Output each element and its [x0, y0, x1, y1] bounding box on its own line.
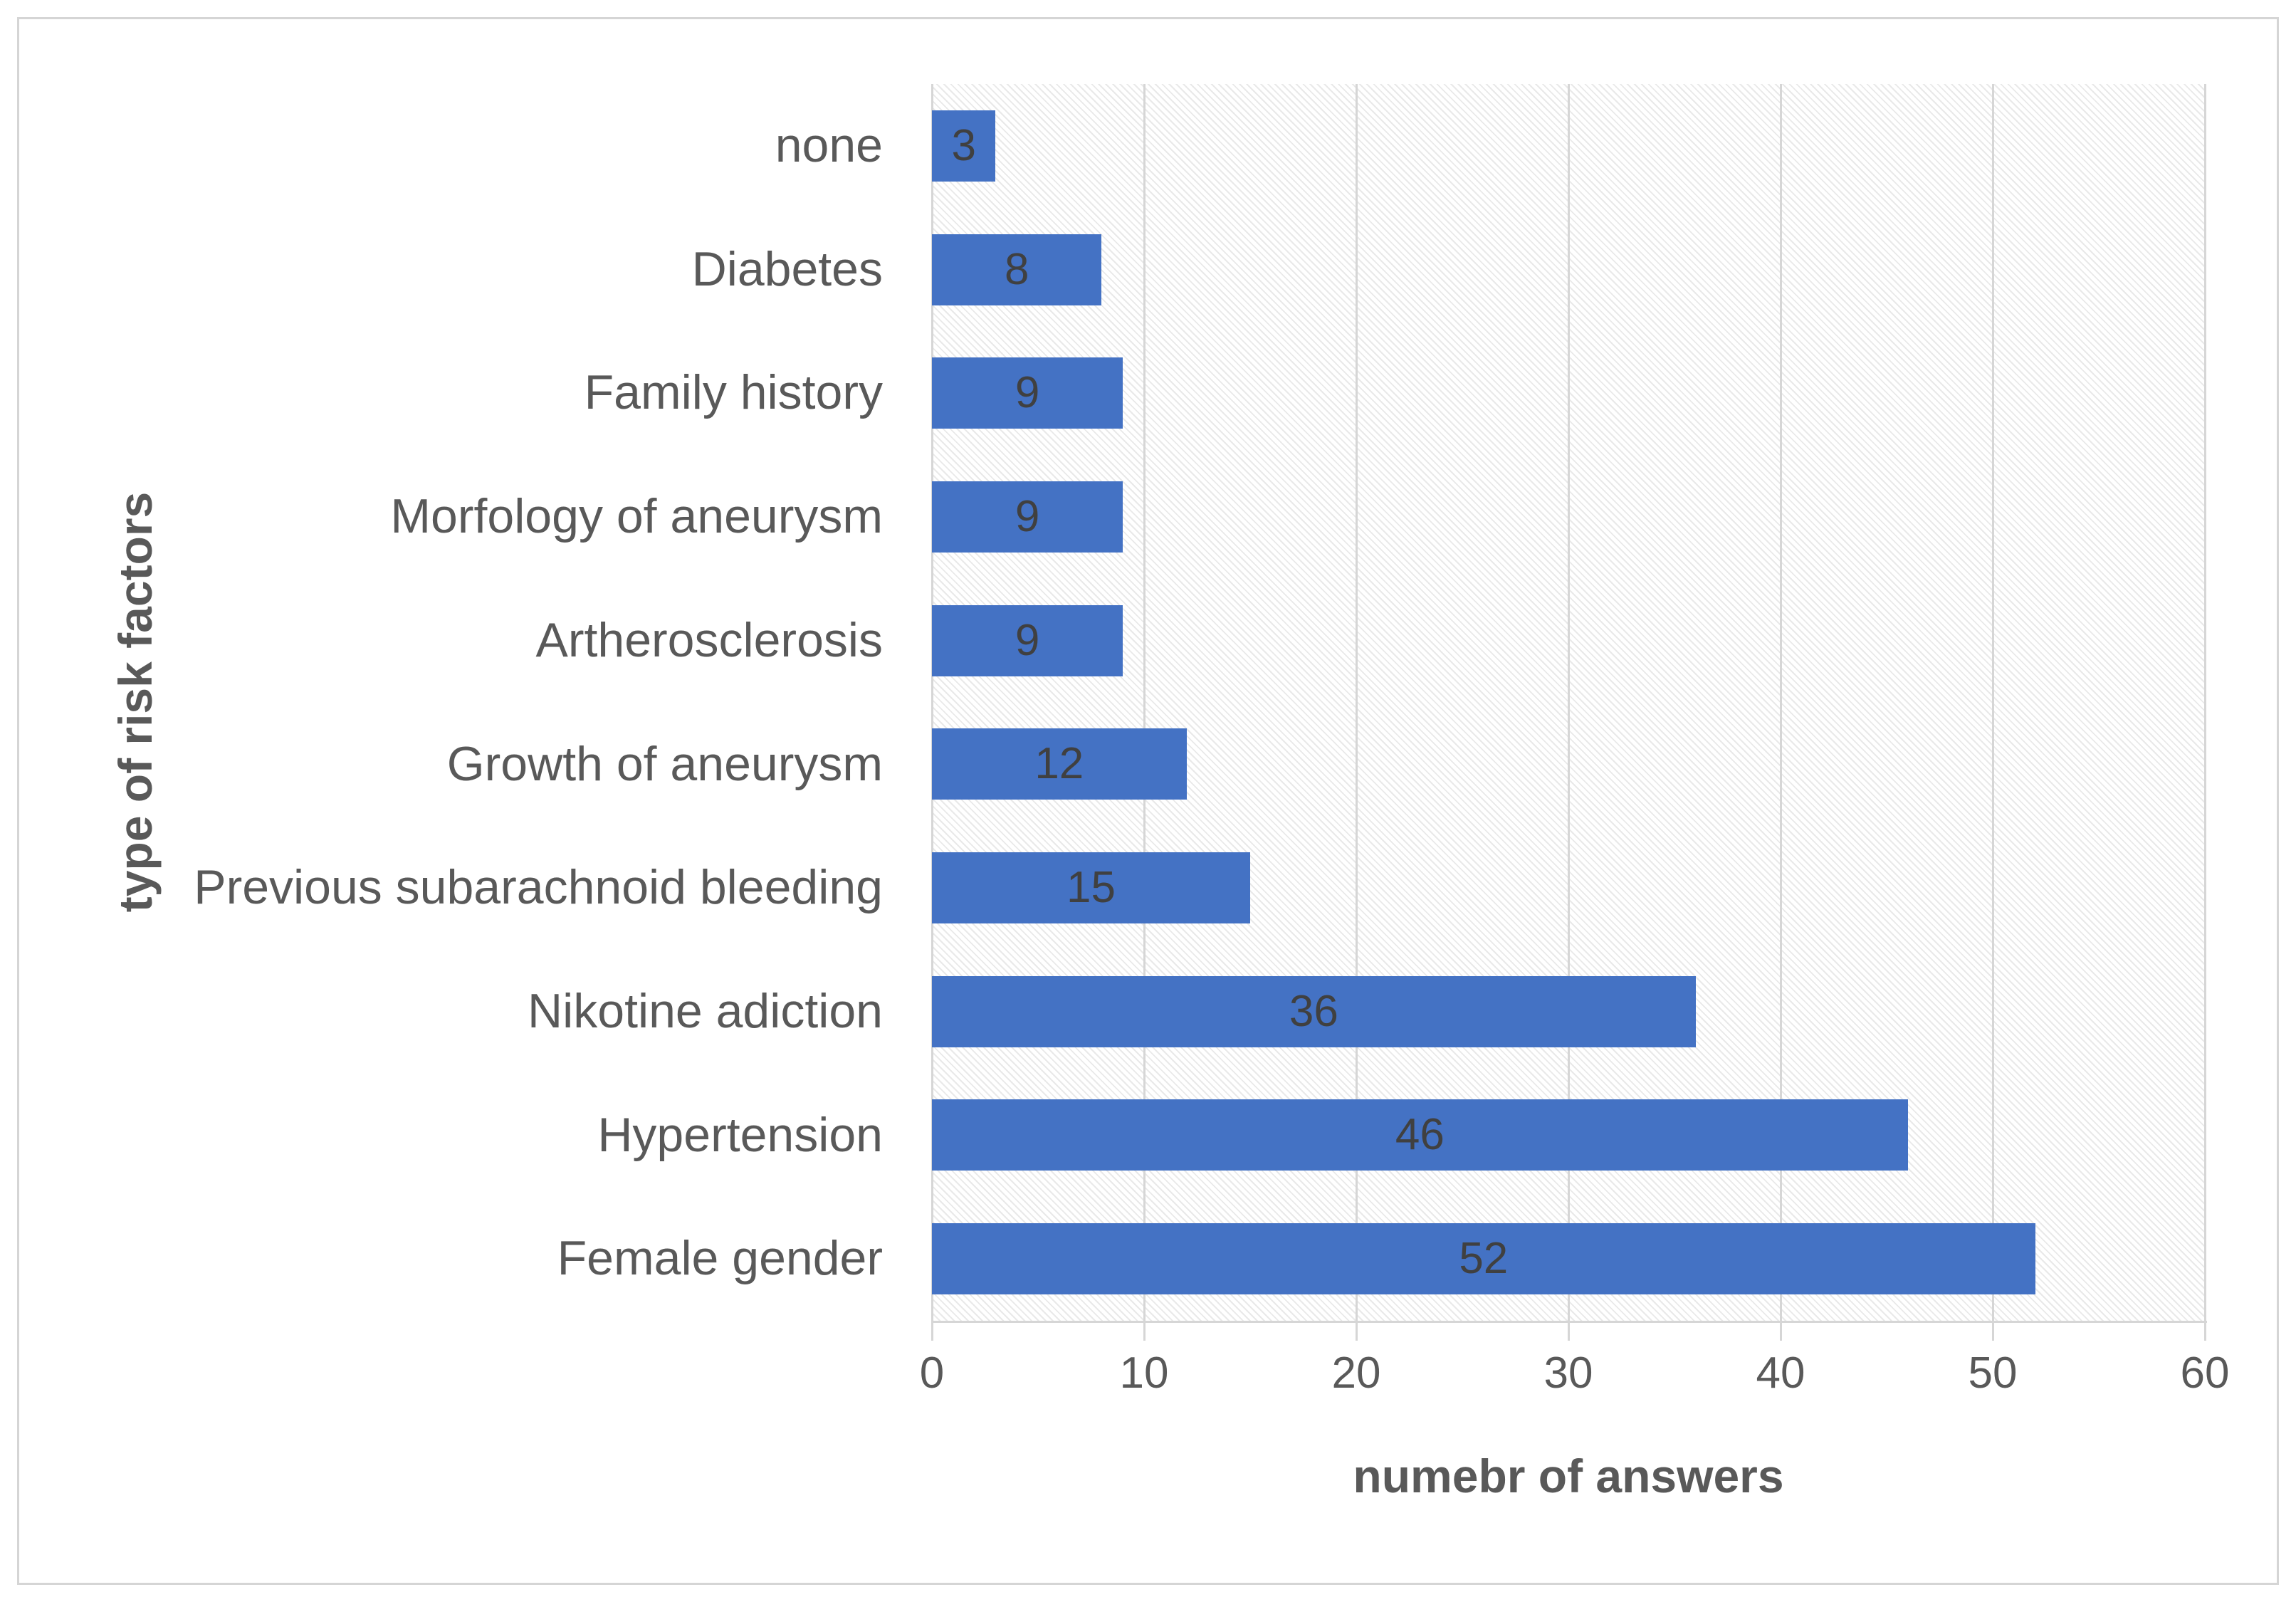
category-label: Artherosclerosis	[535, 612, 884, 667]
x-axis-tick-mark	[1567, 1321, 1570, 1341]
gridline	[1143, 84, 1146, 1321]
bar-value-label: 9	[1015, 615, 1040, 665]
x-axis-tick-mark	[2203, 1321, 2206, 1341]
bar-value-label: 9	[1015, 368, 1040, 418]
bar-value-label: 8	[1004, 244, 1029, 294]
x-axis-tick-label: 20	[1331, 1349, 1381, 1398]
gridline	[1567, 84, 1570, 1321]
bar-value-label: 52	[1459, 1234, 1509, 1284]
bar: 15	[932, 852, 1250, 924]
gridline	[1355, 84, 1358, 1321]
category-label: Female gender	[557, 1231, 883, 1286]
plot-area: 3 8 9 9 9 12 15 36 46 52	[931, 84, 2206, 1321]
bar: 3	[932, 110, 996, 182]
category-label: none	[775, 118, 883, 172]
x-axis-tick-label: 10	[1119, 1349, 1169, 1398]
bar-value-label: 36	[1289, 986, 1338, 1036]
bar-value-label: 12	[1034, 739, 1084, 789]
x-axis-line	[932, 1321, 2207, 1323]
x-axis-tick-label: 30	[1543, 1349, 1593, 1398]
bar-value-label: 3	[951, 120, 976, 170]
bar-value-label: 46	[1395, 1110, 1445, 1160]
bar: 36	[932, 975, 1696, 1047]
x-axis-tick-label: 0	[919, 1349, 945, 1398]
x-axis-tick-mark	[1355, 1321, 1358, 1341]
bar: 9	[932, 481, 1123, 553]
bar: 9	[932, 357, 1123, 429]
category-label: Nikotine adiction	[528, 983, 883, 1038]
category-label: Hypertension	[597, 1107, 883, 1162]
x-axis-tick-label: 50	[1968, 1349, 2018, 1398]
x-axis-tick-label: 40	[1756, 1349, 1805, 1398]
gridline	[2203, 84, 2206, 1321]
gridline	[1779, 84, 1782, 1321]
x-axis-tick-label: 60	[2180, 1349, 2230, 1398]
category-label: Family history	[584, 365, 883, 420]
x-axis-tick-mark	[1779, 1321, 1782, 1341]
category-label: Growth of aneurysm	[446, 736, 883, 791]
bar: 9	[932, 604, 1123, 676]
bar: 46	[932, 1099, 1908, 1171]
gridline	[1991, 84, 1994, 1321]
x-axis-tick-mark	[1991, 1321, 1994, 1341]
category-label: Diabetes	[691, 241, 883, 296]
x-axis-tick-mark	[931, 1321, 933, 1341]
x-axis-title: numebr of answers	[1353, 1450, 1784, 1502]
gridline	[931, 84, 933, 1321]
bar: 52	[932, 1223, 2035, 1295]
bar: 8	[932, 234, 1102, 305]
category-label: Morfology of aneurysm	[390, 489, 883, 544]
bar: 12	[932, 728, 1187, 800]
bar-value-label: 15	[1066, 863, 1116, 913]
category-label: Previous subarachnoid bleeding	[194, 860, 883, 915]
bar-value-label: 9	[1015, 491, 1040, 541]
x-axis-tick-mark	[1143, 1321, 1146, 1341]
